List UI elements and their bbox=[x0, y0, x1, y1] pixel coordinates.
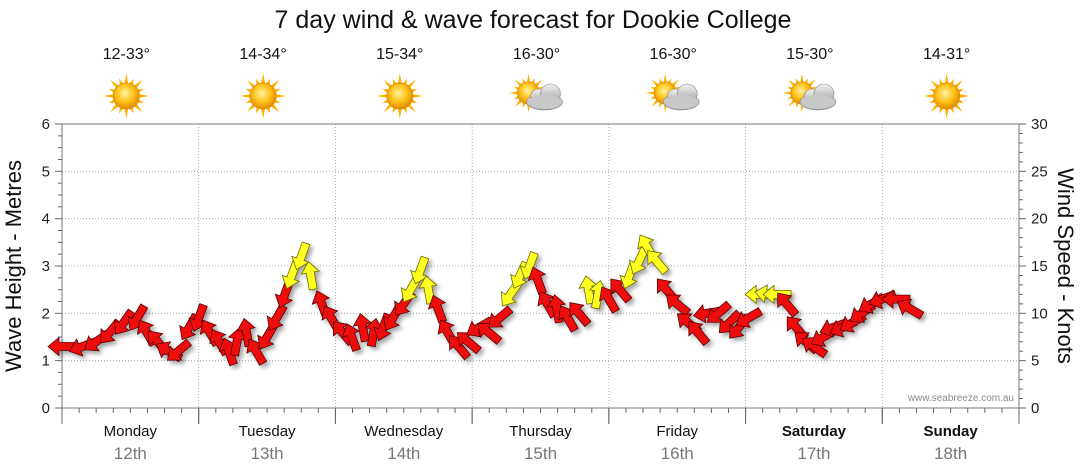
wind-arrow bbox=[300, 261, 321, 291]
partly-cloudy-icon bbox=[509, 73, 563, 113]
day-label: Saturday bbox=[782, 423, 847, 440]
day-label: Monday bbox=[104, 423, 158, 440]
sun-ray bbox=[526, 73, 531, 83]
date-label: 13th bbox=[251, 444, 284, 463]
left-axis: 0 1 2 3 4 5 6 bbox=[42, 116, 62, 417]
temperature-range: 15-34° bbox=[376, 46, 423, 63]
partly-cloudy-icon bbox=[646, 73, 700, 113]
sun-ray bbox=[103, 94, 115, 98]
sun-ray bbox=[397, 73, 402, 84]
left-tick-label: 3 bbox=[42, 258, 50, 275]
sun-ray bbox=[944, 108, 949, 119]
sun-ray bbox=[397, 108, 402, 119]
sun-ray bbox=[646, 91, 655, 95]
wind-arrow bbox=[735, 307, 763, 328]
sun-ray bbox=[240, 94, 251, 98]
day-label: Tuesday bbox=[239, 423, 296, 440]
left-tick-label: 1 bbox=[42, 353, 50, 370]
date-label: 15th bbox=[524, 444, 557, 463]
sun-ray bbox=[958, 94, 970, 98]
credit-text: www.seabreeze.com.au bbox=[907, 393, 1014, 404]
day-forecast-headers: 12-33° 14-34° 15-34° 16-30° 16-30° 15-30° 14-3… bbox=[103, 46, 970, 119]
day-label: Thursday bbox=[509, 423, 572, 440]
right-tick-label: 15 bbox=[1031, 258, 1048, 275]
temperature-range: 14-34° bbox=[239, 46, 286, 63]
cloud-shape bbox=[526, 83, 563, 111]
right-axis-title: Wind Speed - Knots bbox=[1053, 168, 1078, 364]
sun-ray bbox=[275, 94, 286, 98]
right-axis: 0 5 10 15 20 25 30 bbox=[1019, 116, 1048, 417]
left-tick-label: 4 bbox=[42, 211, 50, 228]
date-label: 12th bbox=[114, 444, 147, 463]
sunny-icon bbox=[103, 73, 150, 119]
x-axis: Monday 12th Tuesday 13th Wednesday 14th Thursd… bbox=[61, 408, 1020, 463]
left-tick-label: 2 bbox=[42, 305, 50, 322]
right-tick-label: 0 bbox=[1031, 400, 1039, 417]
right-tick-label: 20 bbox=[1031, 211, 1048, 228]
left-tick-label: 0 bbox=[42, 400, 50, 417]
wind-arrow bbox=[896, 298, 925, 320]
wind-arrow bbox=[665, 294, 692, 317]
left-tick-label: 6 bbox=[42, 116, 50, 133]
temperature-range: 16-30° bbox=[513, 46, 560, 63]
sun-disc bbox=[249, 82, 277, 110]
right-tick-label: 25 bbox=[1031, 163, 1048, 180]
wind-arrow bbox=[266, 303, 288, 331]
sun-ray bbox=[261, 73, 265, 84]
wind-arrow bbox=[341, 323, 361, 353]
sun-disc bbox=[933, 82, 961, 110]
cloud-shape bbox=[799, 83, 837, 111]
partly-cloudy-icon bbox=[782, 73, 837, 113]
sunny-icon bbox=[377, 73, 423, 119]
wind-arrow bbox=[762, 284, 792, 305]
date-label: 16th bbox=[661, 444, 694, 463]
sun-ray bbox=[377, 94, 388, 98]
sun-ray bbox=[138, 94, 150, 98]
date-label: 17th bbox=[797, 444, 830, 463]
wind-arrow bbox=[488, 305, 514, 328]
sun-ray bbox=[944, 73, 949, 84]
temperature-range: 12-33° bbox=[103, 46, 150, 63]
sunny-icon bbox=[240, 73, 286, 119]
sun-ray bbox=[782, 91, 792, 95]
left-axis-title: Wave Height - Metres bbox=[1, 160, 26, 372]
sun-ray bbox=[663, 73, 667, 83]
wind-arrow bbox=[881, 289, 911, 309]
sun-ray bbox=[261, 108, 265, 119]
wind-arrow bbox=[647, 250, 670, 276]
grid-lines bbox=[62, 124, 1019, 408]
left-tick-label: 5 bbox=[42, 163, 50, 180]
date-label: 18th bbox=[934, 444, 967, 463]
temperature-range: 14-31° bbox=[923, 46, 970, 63]
right-tick-label: 5 bbox=[1031, 353, 1039, 370]
sun-disc bbox=[386, 82, 414, 110]
wind-arrow bbox=[569, 302, 592, 328]
sun-ray bbox=[124, 73, 129, 84]
sunny-icon bbox=[923, 73, 970, 119]
temperature-range: 15-30° bbox=[786, 46, 833, 63]
sun-ray bbox=[800, 73, 804, 83]
right-tick-label: 30 bbox=[1031, 116, 1048, 133]
sun-ray bbox=[509, 91, 519, 95]
day-label: Sunday bbox=[924, 423, 979, 440]
wind-arrow bbox=[777, 292, 800, 318]
wind-arrow bbox=[166, 338, 193, 361]
chart-title: 7 day wind & wave forecast for Dookie Co… bbox=[275, 6, 792, 34]
day-label: Wednesday bbox=[364, 423, 443, 440]
wind-arrows bbox=[47, 234, 925, 367]
sun-ray bbox=[923, 94, 935, 98]
right-tick-label: 10 bbox=[1031, 305, 1048, 322]
day-label: Friday bbox=[656, 423, 698, 440]
cloud-shape bbox=[662, 83, 700, 111]
wind-arrow bbox=[113, 308, 136, 335]
sun-disc bbox=[112, 82, 140, 110]
date-label: 14th bbox=[387, 444, 420, 463]
sun-ray bbox=[412, 94, 423, 98]
temperature-range: 16-30° bbox=[650, 46, 697, 63]
wind-arrow bbox=[599, 286, 620, 314]
sun-ray bbox=[124, 108, 129, 119]
wind-arrow bbox=[688, 321, 711, 347]
